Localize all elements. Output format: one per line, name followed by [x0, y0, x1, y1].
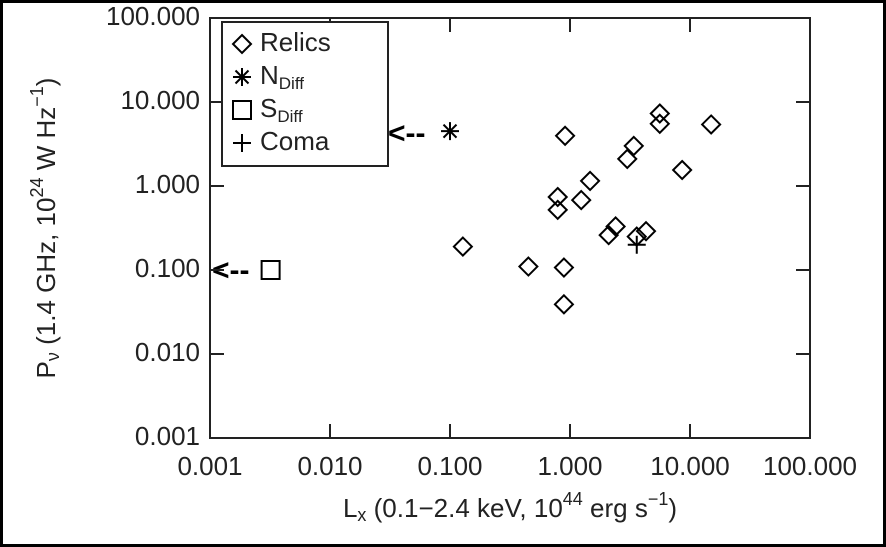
marker-diamond [649, 103, 671, 124]
legend-subscript: Diff [277, 107, 302, 126]
marker-plus [627, 235, 646, 254]
marker-diamond [547, 186, 569, 208]
x-label-sup: 44 [563, 489, 583, 509]
y-tick-label: 10.000 [120, 85, 200, 115]
marker-diamond [671, 159, 693, 181]
y-tick-label: 1.000 [135, 169, 200, 199]
marker-diamond [605, 216, 627, 237]
y-tick-label: 0.010 [135, 337, 200, 367]
marker-diamond [616, 148, 638, 170]
legend-label: NDiff [260, 60, 304, 94]
y-tick-label: 0.100 [135, 253, 200, 283]
y-label-part: W Hz [31, 107, 61, 178]
marker-diamond [700, 114, 722, 135]
legend-name: S [260, 93, 277, 123]
marker-square [232, 100, 252, 120]
y-label-part: ) [31, 78, 61, 87]
marker-diamond [554, 125, 576, 147]
marker-asterisk [441, 122, 459, 141]
x-tick-label: 1.000 [537, 451, 602, 481]
marker-square [260, 260, 281, 280]
annotation: <-- [388, 117, 426, 150]
y-label-sub: ν [43, 352, 63, 361]
marker-diamond [598, 224, 620, 246]
plot-frame [209, 17, 811, 439]
y-label-part: P [31, 361, 61, 378]
y-label-sup: −1 [27, 86, 47, 107]
marker-diamond [517, 256, 539, 277]
x-tick-label: 0.010 [297, 451, 362, 481]
y-axis-label: Pν (1.4 GHz, 1024 W Hz−1) [27, 78, 63, 379]
marker-diamond [231, 33, 253, 55]
legend-name: Relics [260, 27, 331, 57]
marker-plus [233, 134, 251, 152]
y-label-sup: 24 [27, 177, 47, 197]
x-label-part: (0.1−2.4 keV, 10 [366, 493, 562, 523]
legend-label: Relics [260, 27, 331, 57]
marker-diamond [452, 236, 474, 257]
legend-label: SDiff [260, 93, 303, 127]
y-tick-label: 0.001 [135, 421, 200, 451]
marker-diamond [570, 189, 592, 211]
x-tick-label: 0.100 [417, 451, 482, 481]
x-label-part: erg s [583, 493, 648, 523]
legend-name: Coma [260, 126, 330, 156]
marker-diamond [547, 199, 569, 221]
x-label-sub: x [357, 505, 366, 525]
marker-diamond [635, 220, 657, 242]
marker-diamond [579, 170, 601, 192]
marker-diamond [649, 113, 671, 135]
marker-asterisk [233, 68, 251, 86]
legend-label: Coma [260, 126, 330, 156]
marker-diamond [623, 135, 645, 157]
x-axis-label: Lx (0.1−2.4 keV, 1044 erg s−1) [343, 489, 677, 525]
x-tick-label: 0.001 [177, 451, 242, 481]
x-label-part: ) [668, 493, 677, 523]
y-tick-label: 100.000 [106, 1, 200, 31]
x-label-part: L [343, 493, 357, 523]
x-label-sup: −1 [648, 489, 669, 509]
legend-name: N [260, 60, 279, 90]
y-label-part: (1.4 GHz, 10 [31, 198, 61, 353]
legend-subscript: Diff [279, 74, 304, 93]
x-tick-label: 10.000 [650, 451, 730, 481]
marker-diamond [553, 293, 575, 315]
marker-diamond [553, 257, 575, 278]
x-tick-label: 100.000 [763, 451, 857, 481]
